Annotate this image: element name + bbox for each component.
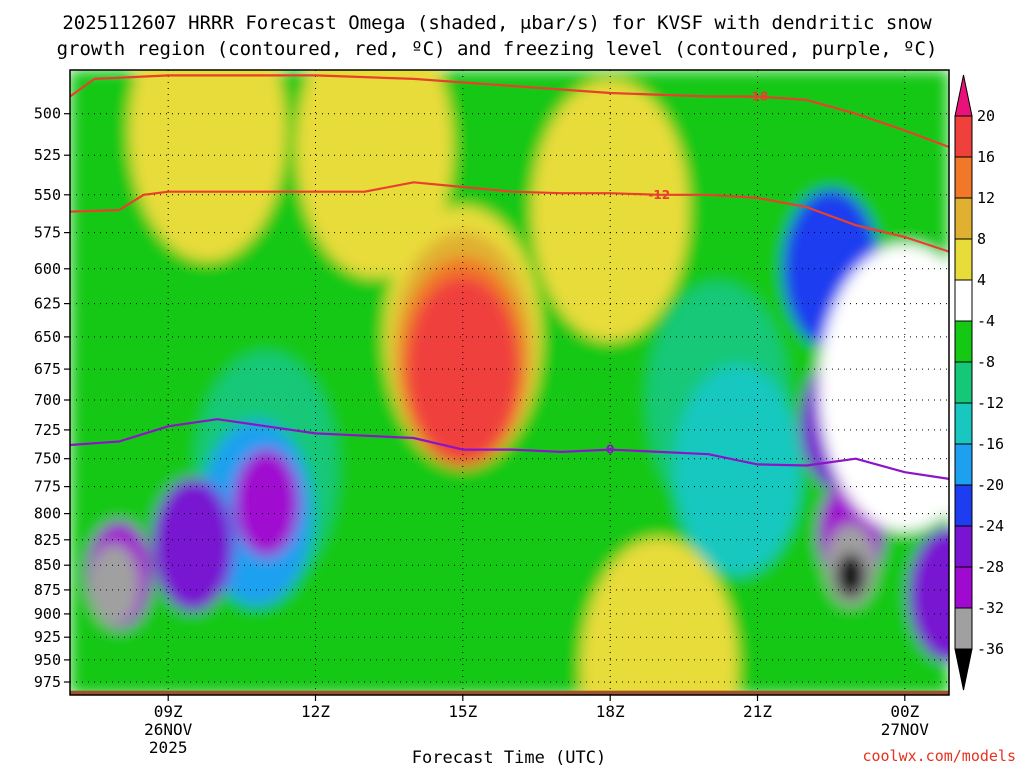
omega-feature (295, 70, 454, 278)
omega-feature (908, 528, 949, 662)
y-tick-label: 675 (34, 360, 61, 378)
contour-line (70, 181, 949, 253)
omega-feature (88, 543, 140, 627)
y-tick-label: 725 (34, 421, 61, 439)
x-tick-label: 00Z (890, 702, 919, 721)
colorbar-label: 8 (977, 230, 986, 248)
omega-feature (233, 448, 300, 557)
omega-shading (70, 70, 949, 695)
contour-line (70, 74, 949, 149)
colorbar-label: 20 (977, 107, 995, 125)
y-tick-label: 600 (34, 260, 61, 278)
pressure-axis: 500 525 550 575 600 625 650 675 700 725 750 775 800 8… (34, 105, 70, 691)
colorbar-swatch (954, 648, 973, 691)
chart-title-line2: growth region (contoured, red, ºC) and f… (57, 38, 938, 60)
omega-feature (836, 553, 865, 598)
y-tick-label: 700 (34, 391, 61, 409)
omega-feature (580, 538, 738, 695)
y-tick-label: 950 (34, 651, 61, 669)
colorbar-label: -16 (977, 435, 1004, 453)
x-tick-year: 2025 (149, 738, 188, 757)
colorbar-swatch (954, 74, 973, 117)
colorbar-label: 12 (977, 189, 995, 207)
colorbar-label: -36 (977, 640, 1004, 658)
colorbar: 20 16 12 8 4 -4 -8 -12 -16 -20 -24 -28 -32 -36 (954, 74, 1004, 691)
colorbar-swatch (954, 115, 973, 158)
y-tick-label: 750 (34, 450, 61, 468)
colorbar-swatch (954, 525, 973, 568)
y-tick-label: 575 (34, 224, 61, 242)
x-axis-label: Forecast Time (UTC) (412, 748, 606, 768)
y-tick-label: 550 (34, 186, 61, 204)
colorbar-swatch (954, 566, 973, 609)
y-tick-label: 850 (34, 556, 61, 574)
y-tick-label: 925 (34, 628, 61, 646)
colorbar-swatch (954, 238, 973, 281)
colorbar-label: -8 (977, 353, 995, 371)
omega-feature (674, 364, 802, 576)
colorbar-swatch (954, 197, 973, 240)
y-tick-label: 500 (34, 105, 61, 123)
y-tick-label: 525 (34, 146, 61, 164)
y-tick-label: 625 (34, 295, 61, 313)
colorbar-label: -20 (977, 476, 1004, 494)
credit-text: coolwx.com/models (862, 747, 1016, 765)
terrain-fill (70, 690, 949, 695)
colorbar-label: -12 (977, 394, 1004, 412)
colorbar-label: 4 (977, 271, 986, 289)
x-tick-label: 21Z (743, 702, 772, 721)
colorbar-swatch (954, 279, 973, 322)
x-tick-label: 12Z (301, 702, 330, 721)
contour-label: -12 (648, 188, 670, 202)
colorbar-swatch (954, 443, 973, 486)
colorbar-swatch (954, 320, 973, 363)
colorbar-label: -32 (977, 599, 1004, 617)
y-tick-label: 875 (34, 581, 61, 599)
omega-feature (152, 478, 234, 612)
colorbar-label: 16 (977, 148, 995, 166)
y-tick-label: 775 (34, 478, 61, 496)
plot-frame (69, 69, 950, 696)
y-tick-label: 800 (34, 505, 61, 523)
y-tick-label: 900 (34, 605, 61, 623)
colorbar-label: -24 (977, 517, 1004, 535)
colorbar-swatch (954, 156, 973, 199)
y-tick-label: 825 (34, 531, 61, 549)
colorbar-label: -4 (977, 312, 995, 330)
contour-label: -18 (747, 90, 769, 104)
y-tick-label: 975 (34, 673, 61, 691)
omega-feature (531, 79, 689, 341)
x-tick-label: 09Z (154, 702, 183, 721)
y-tick-label: 650 (34, 328, 61, 346)
terrain-strip (70, 690, 949, 695)
colorbar-swatch (954, 484, 973, 527)
colorbar-swatch (954, 402, 973, 445)
contour-line (70, 418, 949, 480)
chart-title-line1: 2025112607 HRRR Forecast Omega (shaded, … (62, 12, 932, 34)
omega-feature (407, 276, 519, 462)
omega-feature (128, 70, 287, 262)
grid-lines (70, 70, 949, 695)
colorbar-label: -28 (977, 558, 1004, 576)
x-tick-label: 18Z (596, 702, 625, 721)
x-tick-label: 15Z (448, 702, 477, 721)
x-tick-date: 27NOV (881, 720, 930, 739)
temperature-contours: -18 -12 0 (70, 74, 949, 480)
colorbar-swatch (954, 361, 973, 404)
x-tick-date: 26NOV (144, 720, 193, 739)
colorbar-swatch (954, 607, 973, 650)
contour-label: 0 (606, 443, 614, 457)
